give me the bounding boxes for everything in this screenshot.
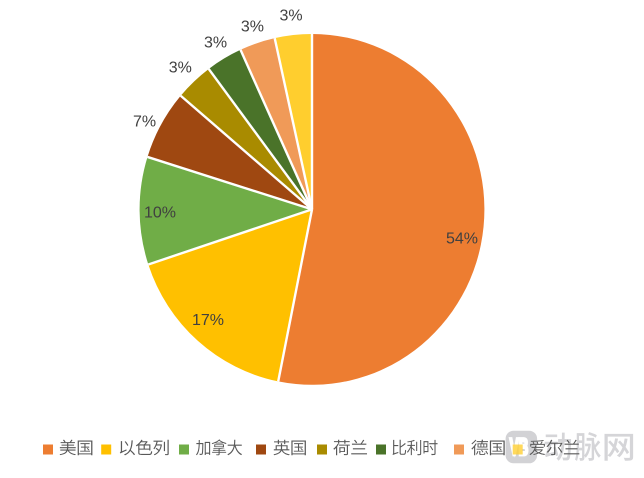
svg-text:10%: 10% bbox=[144, 205, 176, 222]
svg-text:3%: 3% bbox=[279, 8, 302, 25]
svg-text:3%: 3% bbox=[169, 60, 192, 77]
svg-text:54%: 54% bbox=[446, 231, 478, 248]
svg-text:3%: 3% bbox=[241, 19, 264, 36]
svg-text:7%: 7% bbox=[133, 114, 156, 131]
svg-text:17%: 17% bbox=[192, 312, 224, 329]
svg-text:3%: 3% bbox=[204, 35, 227, 52]
